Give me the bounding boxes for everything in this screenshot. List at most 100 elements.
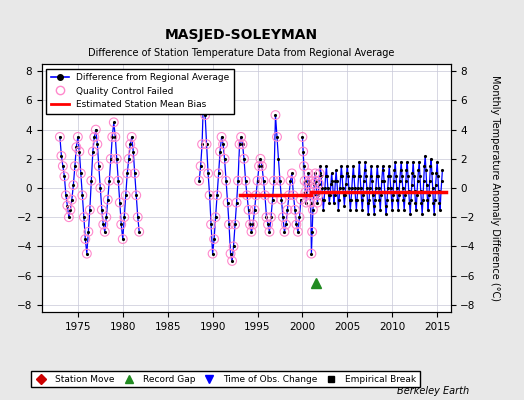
Point: [244, 207, 253, 213]
Point: [213, 192, 221, 198]
Point: [256, 156, 265, 162]
Legend: Difference from Regional Average, Quality Control Failed, Estimated Station Mean: Difference from Regional Average, Qualit…: [47, 68, 234, 114]
Point: [216, 148, 224, 155]
Point: [117, 221, 125, 228]
Point: [64, 214, 73, 220]
Point: [231, 221, 239, 228]
Point: [303, 180, 312, 187]
Point: [242, 178, 250, 184]
Point: [302, 199, 310, 206]
Point: [300, 178, 309, 184]
Point: [250, 207, 259, 213]
Point: [238, 141, 247, 148]
Point: [110, 119, 118, 126]
Point: [204, 170, 212, 177]
Point: [276, 178, 284, 184]
Point: [83, 250, 91, 257]
Point: [299, 148, 308, 155]
Point: [116, 199, 124, 206]
Point: [285, 192, 293, 198]
Point: [84, 228, 93, 235]
Point: [81, 236, 90, 242]
Point: [295, 214, 303, 220]
Point: [301, 189, 310, 196]
Point: [122, 192, 130, 198]
Legend: Station Move, Record Gap, Time of Obs. Change, Empirical Break: Station Move, Record Gap, Time of Obs. C…: [31, 371, 420, 388]
Point: [80, 214, 88, 220]
Point: [120, 214, 128, 220]
Point: [268, 196, 277, 203]
Point: [234, 178, 242, 184]
Point: [312, 178, 320, 184]
Point: [104, 196, 112, 203]
Point: [202, 141, 211, 148]
Point: [93, 141, 102, 148]
Point: [214, 170, 223, 177]
Point: [279, 214, 287, 220]
Point: [315, 180, 323, 187]
Point: [305, 178, 313, 184]
Point: [60, 173, 69, 180]
Point: [222, 178, 230, 184]
Point: [226, 250, 235, 257]
Text: Berkeley Earth: Berkeley Earth: [397, 386, 469, 396]
Point: [68, 196, 76, 203]
Point: [249, 221, 257, 228]
Point: [243, 192, 251, 198]
Point: [230, 243, 238, 250]
Point: [263, 214, 271, 220]
Point: [126, 141, 135, 148]
Point: [96, 185, 104, 191]
Point: [85, 207, 94, 213]
Point: [57, 153, 66, 159]
Point: [246, 221, 254, 228]
Point: [267, 214, 275, 220]
Point: [56, 134, 64, 140]
Point: [63, 202, 72, 209]
Point: [223, 199, 232, 206]
Point: [207, 221, 215, 228]
Point: [298, 134, 307, 140]
Y-axis label: Monthly Temperature Anomaly Difference (°C): Monthly Temperature Anomaly Difference (…: [489, 75, 499, 301]
Point: [201, 112, 209, 118]
Point: [297, 196, 305, 203]
Point: [71, 163, 79, 169]
Point: [280, 228, 289, 235]
Point: [307, 199, 315, 206]
Point: [59, 163, 67, 169]
Point: [255, 163, 263, 169]
Point: [209, 250, 217, 257]
Point: [92, 126, 100, 133]
Point: [105, 178, 114, 184]
Point: [101, 228, 109, 235]
Point: [271, 112, 280, 118]
Text: Difference of Station Temperature Data from Regional Average: Difference of Station Temperature Data f…: [88, 48, 394, 58]
Point: [288, 170, 296, 177]
Text: MASJED-SOLEYMAN: MASJED-SOLEYMAN: [165, 28, 318, 42]
Point: [66, 207, 74, 213]
Point: [211, 214, 220, 220]
Point: [89, 148, 97, 155]
Point: [314, 192, 322, 198]
Point: [240, 156, 248, 162]
Point: [309, 207, 317, 213]
Point: [195, 178, 203, 184]
Point: [99, 221, 107, 228]
Point: [253, 178, 261, 184]
Point: [277, 196, 286, 203]
Point: [217, 134, 226, 140]
Point: [111, 134, 119, 140]
Point: [310, 192, 318, 198]
Point: [97, 207, 106, 213]
Point: [270, 178, 278, 184]
Point: [87, 178, 95, 184]
Point: [261, 192, 269, 198]
Point: [264, 221, 272, 228]
Point: [304, 170, 313, 177]
Point: [228, 258, 236, 264]
Point: [106, 156, 115, 162]
Point: [312, 189, 321, 196]
Point: [283, 207, 292, 213]
Point: [132, 192, 140, 198]
Point: [62, 192, 70, 198]
